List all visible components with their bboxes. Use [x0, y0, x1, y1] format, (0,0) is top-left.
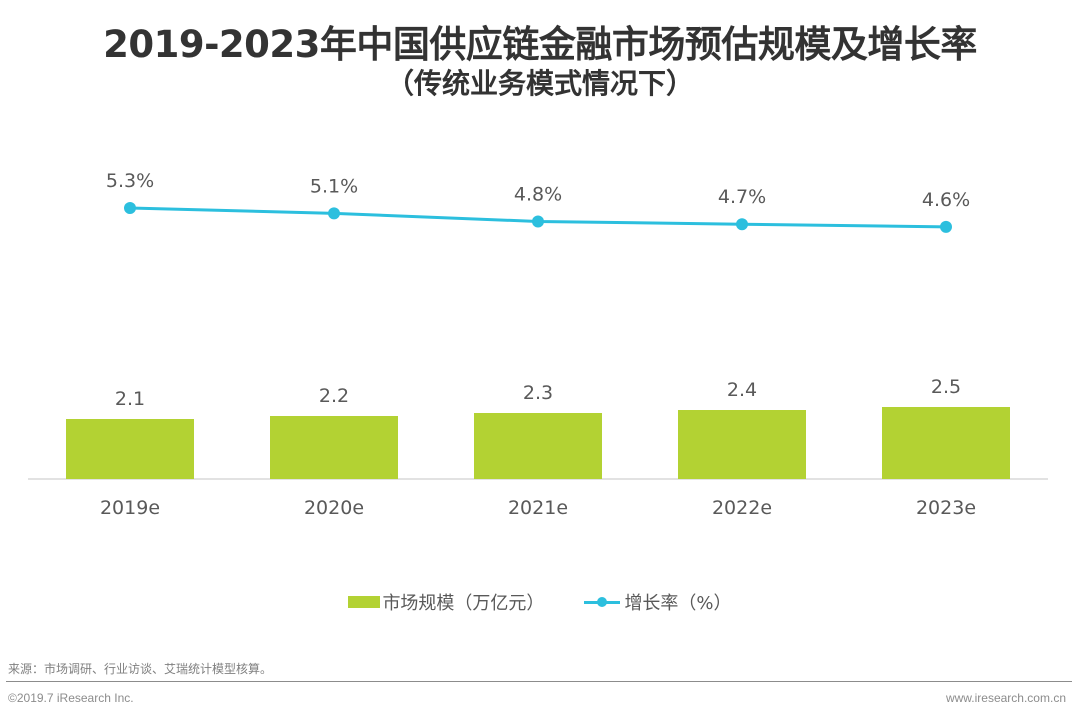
legend-label-market-size: 市场规模（万亿元）	[382, 593, 545, 614]
bar-series	[66, 407, 1010, 479]
x-tick-label: 2023e	[916, 497, 976, 519]
copyright: ©2019.7 iResearch Inc.	[8, 691, 134, 705]
bar-value-label: 2.5	[931, 376, 961, 398]
legend: 市场规模（万亿元） 增长率（%）	[0, 589, 1080, 615]
bar-value-label: 2.1	[115, 388, 145, 410]
bar-value-label: 2.2	[319, 385, 349, 407]
bar	[474, 413, 602, 479]
legend-line-swatch	[584, 596, 621, 608]
growth-rate-point	[328, 207, 340, 220]
chart-subtitle: （传统业务模式情况下）	[385, 67, 694, 100]
growth-rate-value-label: 4.6%	[922, 189, 970, 211]
growth-rate-point	[532, 215, 544, 228]
bar	[678, 410, 806, 479]
legend-label-growth-rate: 增长率（%）	[624, 593, 732, 614]
growth-rate-points	[124, 202, 952, 233]
growth-rate-value-label: 4.7%	[718, 186, 766, 208]
x-tick-label: 2020e	[304, 497, 364, 519]
footer-divider	[6, 681, 1072, 682]
bar	[66, 419, 194, 479]
bar	[882, 407, 1010, 479]
x-tick-label: 2021e	[508, 497, 568, 519]
growth-rate-value-label: 5.1%	[310, 175, 358, 197]
bar	[270, 416, 398, 479]
growth-rate-point	[736, 218, 748, 231]
source-note: 来源：市场调研、行业访谈、艾瑞统计模型核算。	[8, 662, 273, 676]
x-tick-label: 2022e	[712, 497, 772, 519]
bar-value-label: 2.4	[727, 379, 757, 401]
growth-rate-value-label: 5.3%	[106, 170, 154, 192]
growth-rate-point	[940, 220, 952, 233]
chart-plot: 2.1 2.2 2.3 2.4 2.5 2019e 2020e 2021e 2022e 2023…	[28, 170, 1048, 519]
legend-bar-swatch	[348, 596, 381, 608]
x-tick-label: 2019e	[100, 497, 160, 519]
chart-title: 2019-2023年中国供应链金融市场预估规模及增长率	[103, 23, 977, 66]
growth-rate-labels: 5.3% 5.1% 4.8% 4.7% 4.6%	[106, 170, 970, 211]
bar-labels: 2.1 2.2 2.3 2.4 2.5	[115, 376, 961, 410]
legend-item-market-size: 市场规模（万亿元）	[348, 589, 544, 615]
growth-rate-point	[124, 202, 136, 214]
bar-value-label: 2.3	[523, 382, 553, 404]
website-link[interactable]: www.iresearch.com.cn	[945, 691, 1066, 705]
growth-rate-value-label: 4.8%	[514, 184, 562, 206]
legend-item-growth-rate: 增长率（%）	[584, 589, 732, 615]
x-tick-labels: 2019e 2020e 2021e 2022e 2023e	[100, 497, 976, 519]
